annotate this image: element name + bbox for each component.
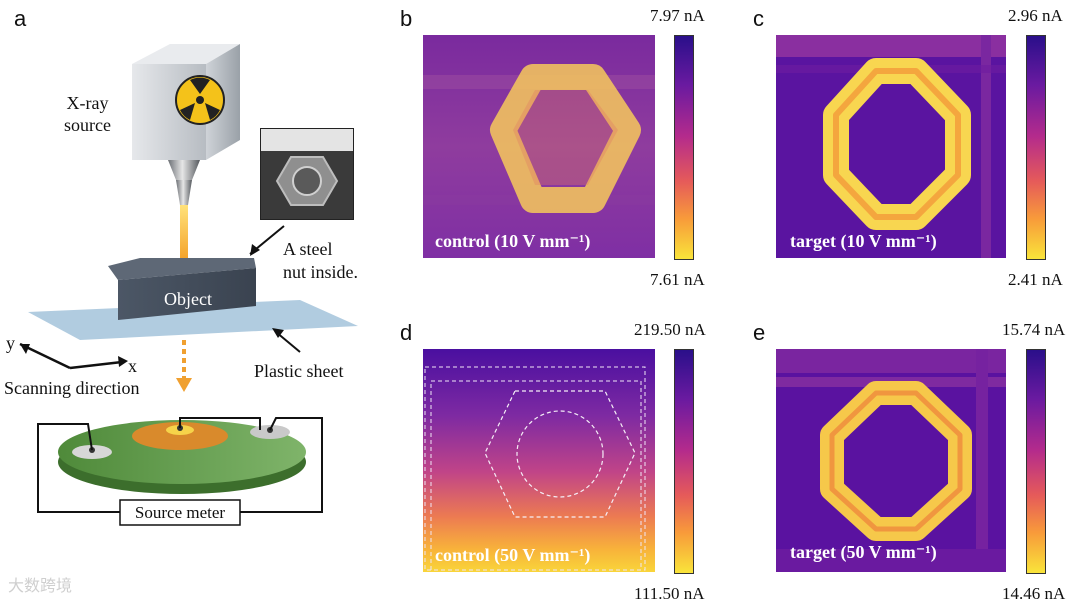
circuit-wire-top xyxy=(179,417,261,430)
colorbar-d xyxy=(674,349,694,574)
y-axis-label: y xyxy=(6,333,15,353)
colorbar-c-max: 2.96 nA xyxy=(1008,6,1063,25)
colorbar-d-min: 111.50 nA xyxy=(634,584,705,603)
xray-label-line2: source xyxy=(64,115,111,135)
panel-letter-c: c xyxy=(753,6,764,31)
xray-label-line1: X-ray xyxy=(66,93,109,113)
x-axis-arrow xyxy=(69,360,123,370)
heatmap-b: control (10 V mm⁻¹) xyxy=(423,35,655,258)
panel-letter-b: b xyxy=(400,6,413,31)
nut-photo xyxy=(260,128,354,220)
xray-source-label: X-ray source xyxy=(64,92,111,136)
heatmap-b-label: control (10 V mm⁻¹) xyxy=(435,231,591,251)
colorbar-b-max: 7.97 nA xyxy=(650,6,705,25)
colorbar-b xyxy=(674,35,694,260)
xray-beam xyxy=(180,205,188,267)
nut-label: A steel nut inside. xyxy=(283,238,358,284)
detector-disc xyxy=(58,420,306,484)
plastic-sheet-label: Plastic sheet xyxy=(254,361,344,381)
colorbar-e-min: 14.46 nA xyxy=(1002,584,1066,603)
heatmap-c: target (10 V mm⁻¹) xyxy=(776,35,1006,258)
colorbar-d-max: 219.50 nA xyxy=(634,320,706,339)
circuit-wire-right xyxy=(240,417,323,513)
nut-label-line1: A steel xyxy=(283,239,333,259)
circuit-wire-left xyxy=(37,423,120,513)
colorbar-c xyxy=(1026,35,1046,260)
object-lid xyxy=(108,258,256,280)
object-label: Object xyxy=(164,289,212,309)
xray-nozzle xyxy=(168,160,200,180)
schematic-illustration xyxy=(19,44,358,526)
xray-cube-top xyxy=(132,44,240,64)
detector-active-area xyxy=(132,422,228,450)
panel-letter-d: d xyxy=(400,320,413,345)
heatmap-e-label: target (50 V mm⁻¹) xyxy=(790,542,937,562)
x-axis-label: x xyxy=(128,356,137,376)
colorbar-e-max: 15.74 nA xyxy=(1002,320,1066,339)
heatmap-e: target (50 V mm⁻¹) xyxy=(776,349,1006,572)
heatmap-d-label: control (50 V mm⁻¹) xyxy=(435,545,591,565)
source-meter-label: Source meter xyxy=(134,503,226,522)
panel-letter-e: e xyxy=(753,320,766,345)
watermark: 大数跨境 xyxy=(8,576,73,595)
colorbar-b-min: 7.61 nA xyxy=(650,270,705,289)
heatmap-d: control (50 V mm⁻¹) xyxy=(423,349,655,572)
scanning-direction-label: Scanning direction xyxy=(4,378,140,398)
nut-label-line2: nut inside. xyxy=(283,262,358,282)
colorbar-c-min: 2.41 nA xyxy=(1008,270,1063,289)
heatmap-c-label: target (10 V mm⁻¹) xyxy=(790,231,937,251)
source-meter-box xyxy=(119,499,241,526)
radiation-icon xyxy=(175,75,225,125)
object-box xyxy=(118,268,256,320)
colorbar-e xyxy=(1026,349,1046,574)
panel-letter-a: a xyxy=(14,6,27,31)
